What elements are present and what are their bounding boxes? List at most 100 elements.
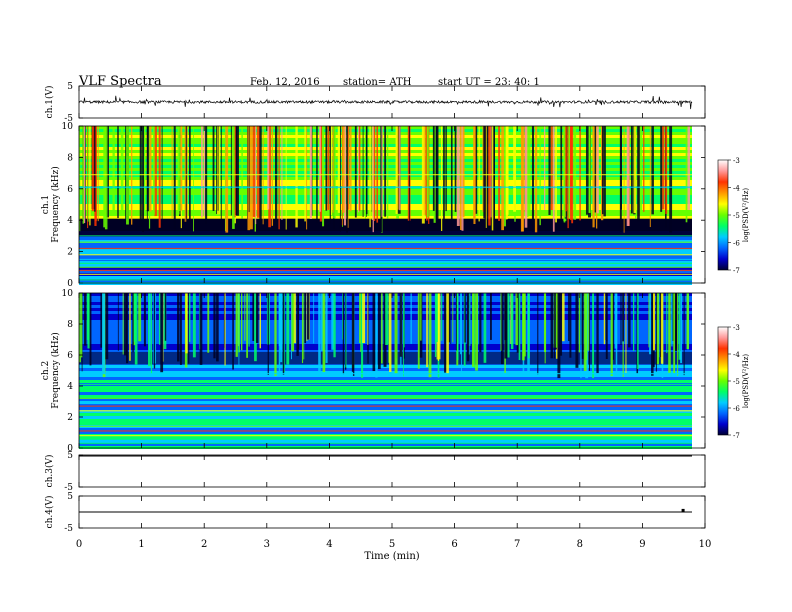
interference-line xyxy=(79,186,692,188)
ch1-spectrogram xyxy=(79,126,705,285)
spectrogram-streak xyxy=(520,126,524,232)
spectrogram-streak xyxy=(553,293,555,359)
interference-line xyxy=(79,266,692,268)
spectrogram-streak xyxy=(550,126,553,210)
spectrogram-streak xyxy=(248,293,250,347)
spectrogram-streak xyxy=(91,126,94,212)
spectrogram-streak xyxy=(516,293,520,353)
spectrogram-row xyxy=(79,422,692,425)
interference-line xyxy=(79,273,692,275)
spectrogram-row xyxy=(79,431,692,434)
spectrogram-streak xyxy=(87,126,89,229)
spectrogram-streak xyxy=(322,126,325,227)
spectrogram-streak xyxy=(339,126,341,232)
spectrogram-streak xyxy=(142,126,145,232)
spectrogram-streak xyxy=(177,126,181,211)
spectrogram-streak xyxy=(395,126,399,214)
spectrogram-streak xyxy=(304,293,307,344)
spectrogram-streak xyxy=(575,293,579,368)
spectrogram-streak xyxy=(307,293,310,340)
spectrogram-streak xyxy=(648,293,650,348)
spectrogram-streak xyxy=(569,293,572,358)
spectrogram-streak xyxy=(504,293,508,359)
spectrogram-streak xyxy=(372,126,374,233)
spectrogram-streak xyxy=(103,126,106,228)
y-tick-label: 8 xyxy=(67,153,73,163)
spectrogram-streak xyxy=(238,293,240,353)
spectrogram-streak xyxy=(84,293,87,346)
interference-line xyxy=(79,247,692,250)
spectrogram-streak xyxy=(321,293,324,351)
spectrogram-streak xyxy=(662,126,665,210)
spectrogram-streak xyxy=(450,126,453,231)
spectrogram-streak xyxy=(466,293,470,362)
spectrogram-streak xyxy=(603,126,606,217)
spectrogram-streak xyxy=(255,293,259,343)
spectrogram-row xyxy=(79,368,692,371)
spectrogram-streak xyxy=(296,293,299,356)
ch2-spectrogram xyxy=(79,293,705,449)
x-axis-label: Time (min) xyxy=(364,551,419,562)
spectrogram-streak xyxy=(246,293,249,358)
spectrogram-streak xyxy=(186,126,188,219)
spectrogram-row xyxy=(79,267,692,270)
spectrogram-streak xyxy=(322,293,326,373)
start-time-label: start UT = 23: 40: 1 xyxy=(438,77,540,88)
spectrogram-streak xyxy=(665,126,668,214)
spectrogram-streak xyxy=(528,126,531,211)
spectrogram-streak xyxy=(149,293,151,351)
spectrogram-streak xyxy=(687,126,691,210)
spectrogram-streak xyxy=(380,126,383,233)
spectrogram-streak xyxy=(522,293,525,361)
spectrogram-streak xyxy=(117,126,119,219)
spectrogram-streak xyxy=(360,293,362,352)
colorbar xyxy=(717,159,729,271)
spectrogram-row xyxy=(79,446,692,449)
spectrogram-streak xyxy=(386,126,389,219)
spectrogram-streak xyxy=(120,126,124,211)
spectrogram-streak xyxy=(671,293,673,347)
interference-line xyxy=(79,416,692,418)
spectrogram-row xyxy=(79,249,692,252)
spectrogram-row xyxy=(79,413,692,416)
spectrogram-streak xyxy=(164,293,167,341)
x-tick-label: 3 xyxy=(264,539,270,550)
spectrogram-streak xyxy=(483,126,487,219)
spectrogram-streak xyxy=(359,293,361,344)
spectrogram-row xyxy=(79,270,692,273)
spectrogram-streak xyxy=(596,293,599,374)
spectrogram-streak xyxy=(349,126,352,212)
spectrogram-streak xyxy=(557,293,561,379)
spectrogram-streak xyxy=(89,293,92,366)
x-tick-label: 10 xyxy=(699,539,712,550)
spectrogram-streak xyxy=(105,293,109,360)
spectrogram-streak xyxy=(537,293,539,375)
spectrogram-streak xyxy=(362,126,364,217)
spectrogram-streak xyxy=(351,293,354,372)
spectrogram-streak xyxy=(643,126,645,212)
spectrogram-streak xyxy=(193,126,194,232)
spectrogram-row xyxy=(79,386,692,389)
spectrogram-streak xyxy=(446,293,449,374)
spectrogram-streak xyxy=(134,293,138,365)
spectrogram-streak xyxy=(544,293,546,364)
spectrogram-streak xyxy=(342,293,344,340)
spectrogram-streak xyxy=(455,293,458,351)
interference-line xyxy=(79,430,692,432)
spectrogram-streak xyxy=(358,126,361,211)
spectrogram-streak xyxy=(441,126,443,231)
spectrogram-streak xyxy=(420,293,422,341)
interference-line xyxy=(79,241,692,243)
spectrogram-streak xyxy=(216,293,219,362)
spectrogram-streak xyxy=(677,293,679,376)
x-tick-label: 7 xyxy=(514,539,520,550)
spectrogram-streak xyxy=(87,126,89,222)
spectrogram-streak xyxy=(637,293,639,369)
spectrogram-streak xyxy=(561,293,565,342)
spectrogram-streak xyxy=(249,126,253,230)
spectrogram-streak xyxy=(158,293,161,345)
spectrogram-streak xyxy=(444,293,447,373)
spectrogram-streak xyxy=(291,293,295,352)
y-tick-label: 2 xyxy=(67,413,73,423)
spectrogram-streak xyxy=(585,126,589,215)
